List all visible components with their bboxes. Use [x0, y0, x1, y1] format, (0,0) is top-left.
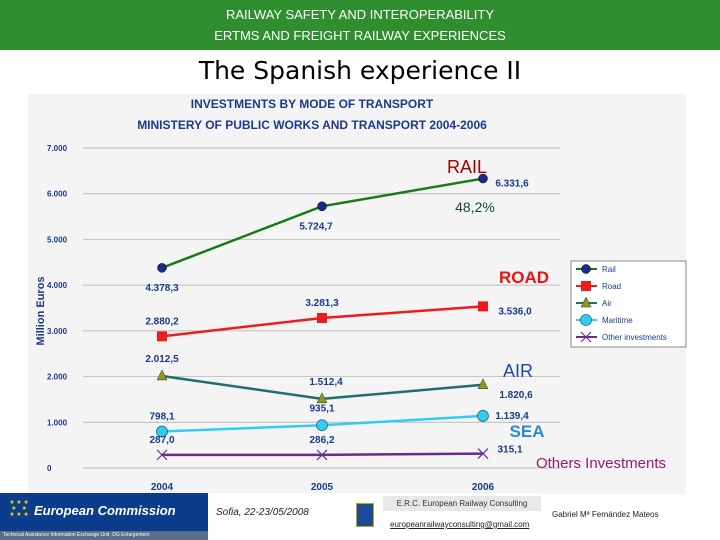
legend-label-road: Road [602, 282, 621, 291]
legend-label-maritime: Maritime [602, 316, 633, 325]
annotation-rail: RAIL [447, 157, 487, 177]
data-label-maritime: 935,1 [309, 403, 334, 414]
data-label-road: 3.281,3 [305, 298, 339, 309]
taiex-unit-label: Technical Assistance Information Exchang… [0, 531, 208, 540]
data-label-other-investments: 286,2 [309, 435, 334, 446]
data-label-air: 1.820,6 [499, 390, 533, 401]
data-point-other-investments [316, 449, 328, 461]
data-point-rail [157, 263, 167, 273]
data-point-air [156, 369, 168, 381]
data-label-other-investments: 315,1 [497, 445, 522, 456]
legend-marker-air [580, 296, 592, 308]
x-tick-label: 2005 [311, 482, 334, 493]
event-date: Sofia, 22-23/05/2008 [216, 507, 309, 518]
legend-marker-road [581, 281, 591, 291]
data-point-other-investments [477, 448, 489, 460]
legend-item-other-investments: Other investments [576, 331, 667, 343]
header-line-2: ERTMS AND FREIGHT RAILWAY EXPERIENCES [214, 28, 506, 43]
annotation-road: ROAD [499, 268, 549, 287]
european-commission-banner: ★ ★ ★ ★ ★ ★ ★ ★ European Commission Techni… [0, 493, 208, 540]
data-point-air [316, 392, 328, 404]
legend-item-rail: Rail [576, 264, 616, 274]
chart-subtitle: MINISTERY OF PUBLIC WORKS AND TRANSPORT … [137, 118, 487, 132]
series-layer [156, 173, 489, 461]
y-tick-label: 5.000 [47, 235, 68, 244]
header-line-1: RAILWAY SAFETY AND INTEROPERABILITY [225, 7, 494, 22]
eu-stars-icon: ★ ★ ★ ★ ★ ★ ★ ★ [9, 500, 29, 518]
annotation-rail-share: 48,2% [455, 199, 495, 215]
data-label-air: 1.512,4 [309, 377, 343, 388]
footer-event: Sofia, 22-23/05/2008 [208, 493, 383, 540]
y-tick-label: 6.000 [47, 190, 68, 199]
data-point-maritime [156, 425, 168, 438]
data-point-rail [478, 173, 488, 184]
data-point-maritime [477, 410, 489, 422]
y-tick-label: 3.000 [47, 327, 68, 336]
data-point-road [157, 331, 167, 342]
x-tick-label: 2006 [472, 482, 495, 493]
data-label-rail: 4.378,3 [145, 283, 179, 294]
annotation-air: AIR [503, 361, 533, 381]
grid-layer: 0 1.000 2.000 3.000 4.000 5.000 6.000 7.000 2004… [47, 144, 560, 493]
y-tick-label: 1.000 [47, 418, 68, 427]
data-label-layer: 4.378,3 5.724,7 6.331,6 2.880,2 3.281,3 3.536… [145, 179, 533, 456]
european-commission-label: European Commission [34, 503, 176, 518]
legend-item-air: Air [576, 296, 612, 308]
legend-item-maritime: Maritime [576, 314, 633, 326]
y-tick-label: 4.000 [47, 281, 68, 290]
data-point-air [477, 378, 489, 390]
y-tick-label: 2.000 [47, 373, 68, 382]
data-label-rail: 6.331,6 [495, 179, 529, 190]
legend-label-rail: Rail [602, 265, 616, 274]
legend-label-other-investments: Other investments [602, 333, 667, 342]
data-point-road [317, 312, 327, 323]
data-label-maritime: 1.139,4 [495, 411, 529, 422]
legend-marker-maritime [580, 314, 592, 326]
data-point-road [478, 301, 488, 312]
erc-email-link[interactable]: europeanrailwayconsulting@gmail.com [390, 520, 530, 529]
data-point-maritime [316, 419, 328, 432]
data-label-road: 3.536,0 [498, 306, 532, 317]
legend-label-air: Air [602, 299, 612, 308]
data-label-air: 2.012,5 [145, 354, 179, 365]
legend-item-road: Road [576, 281, 621, 291]
x-tick-label: 2004 [151, 482, 174, 493]
y-tick-label: 0 [47, 464, 52, 473]
legend-marker-other-investments [580, 331, 592, 343]
header-band: RAILWAY SAFETY AND INTEROPERABILITY ERTM… [0, 0, 720, 50]
erc-name: E.R.C. European Railway Consulting [383, 496, 541, 511]
annotation-others: Others Investments [536, 455, 666, 472]
footer-erc: E.R.C. European Railway Consulting europ… [383, 493, 541, 540]
data-label-other-investments: 287,0 [149, 435, 174, 446]
footer-author: Gabriel Mª Fernández Mateos [552, 510, 659, 519]
data-point-other-investments [156, 449, 168, 461]
slide-title: The Spanish experience II [198, 56, 522, 85]
y-tick-label: 7.000 [47, 144, 68, 153]
legend: Rail Road Air Maritime Other investments [570, 260, 687, 348]
data-label-road: 2.880,2 [145, 316, 179, 327]
data-point-rail [317, 201, 327, 212]
chart-title: INVESTMENTS BY MODE OF TRANSPORT [191, 97, 434, 111]
legend-marker-rail [581, 264, 591, 274]
data-label-rail: 5.724,7 [299, 221, 333, 232]
annotation-sea: SEA [510, 422, 545, 441]
erc-logo-icon [356, 503, 374, 527]
data-label-maritime: 798,1 [149, 412, 174, 423]
y-axis-label: Million Euros [35, 276, 47, 345]
